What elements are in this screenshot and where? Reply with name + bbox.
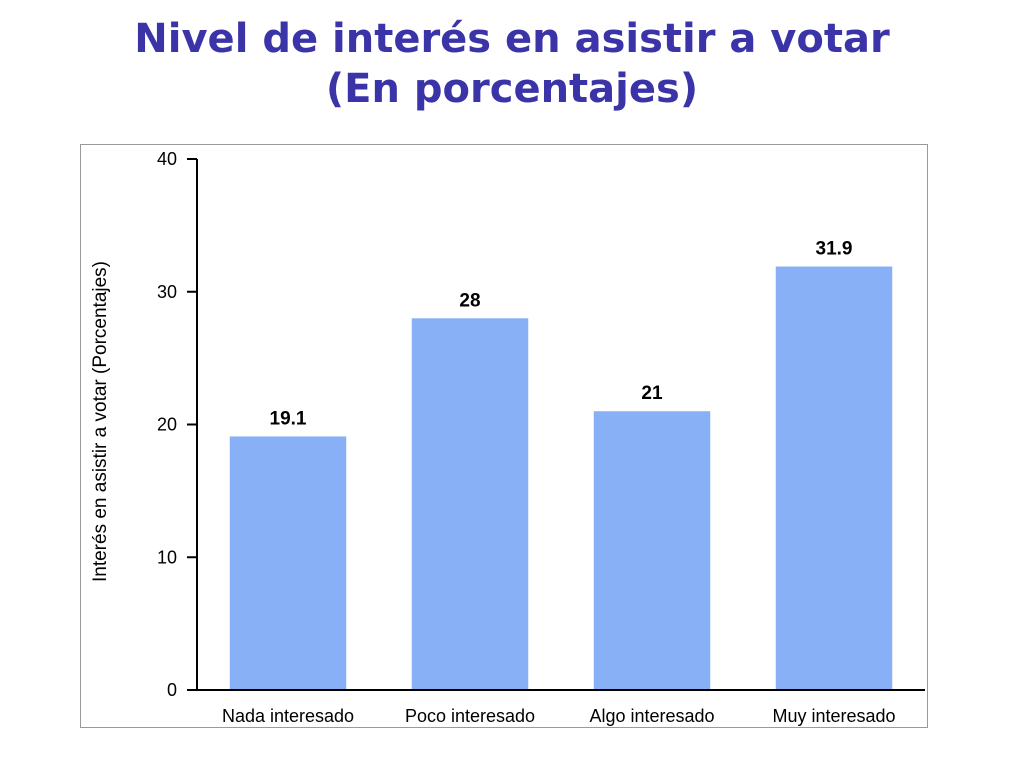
y-tick-label: 30 (157, 282, 177, 302)
chart-title-line2: (En porcentajes) (325, 66, 699, 112)
bar (593, 411, 711, 690)
bar (229, 436, 347, 690)
chart-title-line1: Nivel de interés en asistir a votar (134, 16, 890, 62)
x-tick-label: Muy interesado (772, 706, 895, 726)
x-tick-label: Poco interesado (405, 706, 535, 726)
bar (411, 318, 529, 690)
y-axis-label: Interés en asistir a votar (Porcentajes) (90, 261, 111, 582)
y-tick-label: 40 (157, 149, 177, 169)
y-tick-label: 20 (157, 415, 177, 435)
bar-value-label: 21 (641, 383, 663, 404)
x-tick-label: Nada interesado (222, 706, 354, 726)
chart-frame (80, 144, 928, 728)
y-tick-label: 10 (157, 547, 177, 567)
x-tick-label: Algo interesado (589, 706, 714, 726)
chart-title: Nivel de interés en asistir a votar (En … (0, 14, 1024, 114)
bar-value-label: 19.1 (270, 408, 307, 429)
bar-value-label: 31.9 (816, 239, 853, 260)
bar-value-label: 28 (459, 290, 480, 311)
bar (775, 266, 893, 690)
y-tick-label: 0 (167, 680, 177, 700)
